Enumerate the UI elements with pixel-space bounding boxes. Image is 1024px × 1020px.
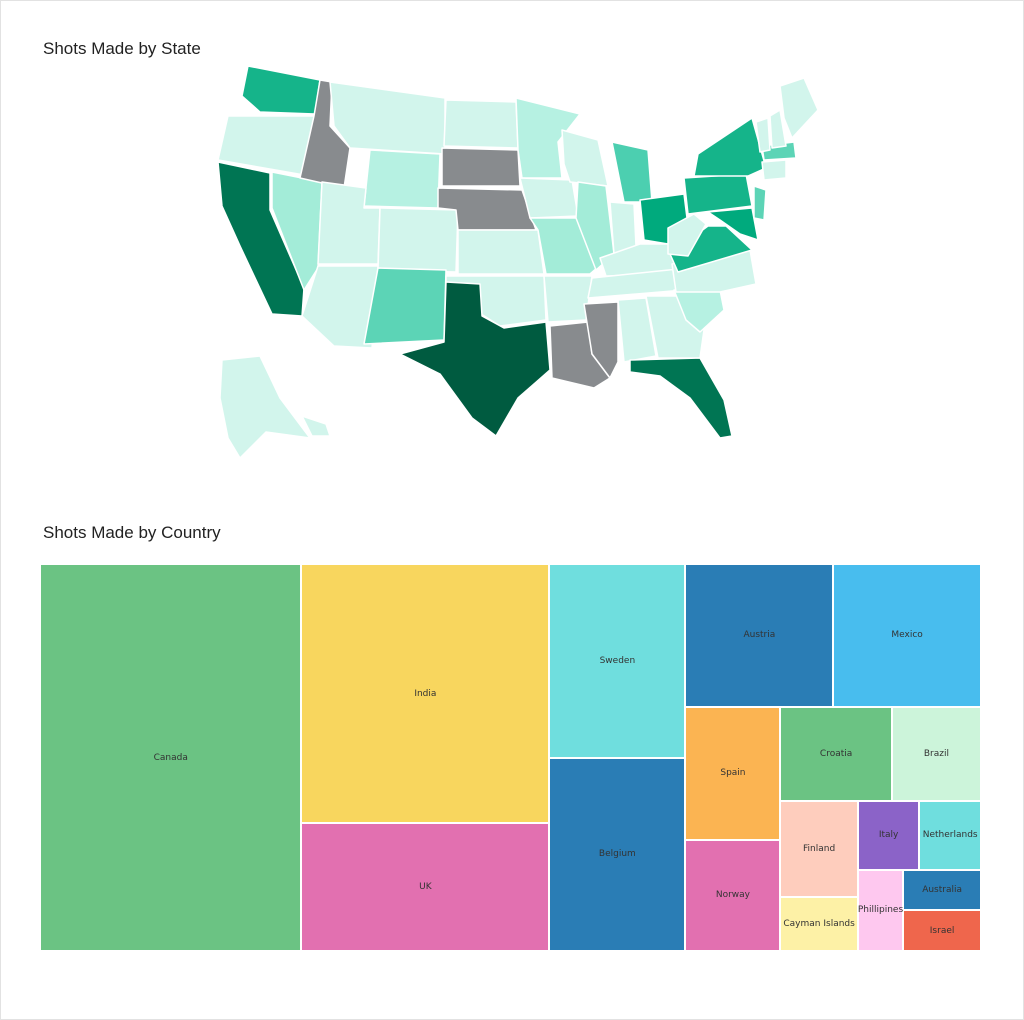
state-kansas bbox=[457, 229, 545, 275]
treemap-tile-norway: Norway bbox=[685, 839, 781, 951]
state-hawaii bbox=[301, 415, 331, 437]
treemap-tile-label: Cayman Islands bbox=[783, 918, 855, 929]
map-chart-title: Shots Made by State bbox=[43, 39, 201, 58]
treemap-tile-label: Croatia bbox=[819, 748, 853, 759]
state-new-york bbox=[693, 117, 767, 177]
treemap-tile-australia: Australia bbox=[903, 869, 981, 911]
state-wyoming bbox=[363, 149, 441, 209]
treemap-tile-label: Sweden bbox=[599, 655, 636, 666]
treemap-tile-label: India bbox=[414, 688, 437, 699]
state-montana bbox=[329, 81, 446, 155]
state-pennsylvania bbox=[683, 173, 753, 215]
state-maine bbox=[779, 77, 819, 139]
state-wisconsin bbox=[561, 129, 609, 187]
treemap-tile-label: Australia bbox=[922, 885, 962, 896]
treemap-tile-mexico: Mexico bbox=[833, 564, 981, 707]
state-mississippi bbox=[583, 301, 619, 379]
treemap-tile-spain: Spain bbox=[685, 706, 781, 840]
state-minnesota bbox=[515, 97, 581, 179]
state-iowa bbox=[519, 177, 579, 219]
state-alabama bbox=[617, 297, 657, 363]
state-maryland bbox=[707, 207, 759, 241]
treemap-tile-label: Spain bbox=[720, 768, 746, 779]
treemap-tile-netherlands: Netherlands bbox=[919, 801, 981, 870]
state-north-dakota bbox=[443, 99, 519, 149]
treemap-tile-label: Brazil bbox=[923, 748, 949, 759]
treemap-chart-title: Shots Made by Country bbox=[43, 523, 221, 542]
treemap-tile-label: Canada bbox=[153, 752, 188, 763]
country-treemap: Canada India UK Sweden Belgium Austria Mexico S… bbox=[40, 564, 981, 951]
state-new-mexico bbox=[363, 267, 447, 345]
treemap-tile-canada: Canada bbox=[40, 564, 302, 951]
treemap-tile-croatia: Croatia bbox=[780, 706, 892, 802]
state-vermont bbox=[755, 117, 771, 153]
state-arizona bbox=[301, 265, 379, 349]
state-michigan bbox=[611, 141, 653, 203]
state-west-virginia bbox=[667, 213, 707, 257]
treemap-tile-phillipines: Phillipines bbox=[857, 869, 904, 951]
treemap-tile-label: Italy bbox=[878, 830, 899, 841]
state-alaska bbox=[219, 355, 311, 459]
state-florida bbox=[629, 357, 733, 439]
state-washington bbox=[241, 65, 321, 115]
treemap-tile-label: Netherlands bbox=[922, 830, 978, 841]
treemap-tile-label: Israel bbox=[929, 925, 955, 936]
treemap-tile-israel: Israel bbox=[903, 910, 981, 951]
treemap-tile-sweden: Sweden bbox=[549, 564, 686, 758]
treemap-tile-finland: Finland bbox=[780, 801, 858, 897]
state-new-hampshire bbox=[769, 109, 787, 149]
treemap-tile-cayman-islands: Cayman Islands bbox=[780, 896, 858, 951]
treemap-tile-belgium: Belgium bbox=[549, 757, 686, 951]
treemap-tile-uk: UK bbox=[301, 823, 550, 951]
treemap-tile-label: Norway bbox=[715, 890, 751, 901]
treemap-tile-label: UK bbox=[419, 882, 432, 893]
state-arkansas bbox=[543, 275, 593, 323]
treemap-tile-label: Phillipines bbox=[857, 905, 904, 916]
treemap-tile-india: India bbox=[301, 564, 550, 824]
treemap-tile-label: Finland bbox=[803, 843, 836, 854]
state-new-jersey bbox=[753, 185, 767, 221]
state-south-dakota bbox=[441, 147, 521, 187]
treemap-tile-label: Austria bbox=[743, 630, 776, 641]
treemap-tile-brazil: Brazil bbox=[891, 706, 981, 802]
state-texas bbox=[399, 281, 551, 437]
treemap-tile-label: Belgium bbox=[598, 849, 636, 860]
us-state-map bbox=[217, 65, 819, 459]
state-colorado bbox=[377, 207, 459, 273]
treemap-tile-austria: Austria bbox=[685, 564, 834, 707]
treemap-tile-label: Mexico bbox=[891, 630, 923, 641]
treemap-tile-italy: Italy bbox=[857, 801, 920, 870]
state-connecticut bbox=[761, 159, 787, 181]
